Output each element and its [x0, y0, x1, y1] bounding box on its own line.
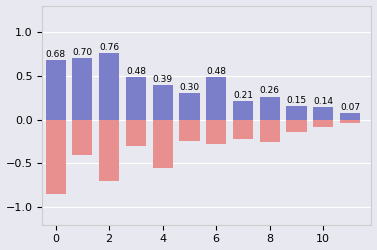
Bar [126, 78, 146, 120]
Bar [206, 120, 226, 144]
Bar [46, 60, 66, 120]
Bar [313, 120, 333, 128]
Bar [260, 120, 280, 142]
Bar [340, 114, 360, 119]
Bar [260, 97, 280, 120]
Bar [233, 101, 253, 119]
Bar [99, 53, 119, 120]
Text: 0.39: 0.39 [153, 75, 173, 84]
Text: 0.76: 0.76 [99, 42, 119, 51]
Bar [287, 106, 307, 120]
Text: 0.48: 0.48 [206, 67, 226, 76]
Bar [153, 85, 173, 119]
Bar [179, 120, 199, 142]
Text: 0.15: 0.15 [287, 96, 307, 105]
Text: 0.48: 0.48 [126, 67, 146, 76]
Text: 0.26: 0.26 [260, 86, 280, 96]
Text: 0.68: 0.68 [46, 50, 66, 58]
Bar [72, 58, 92, 120]
Text: 0.21: 0.21 [233, 91, 253, 100]
Text: 0.14: 0.14 [313, 97, 333, 106]
Bar [233, 120, 253, 139]
Bar [179, 93, 199, 120]
Bar [72, 120, 92, 154]
Bar [153, 120, 173, 168]
Bar [126, 120, 146, 146]
Bar [99, 120, 119, 181]
Bar [46, 120, 66, 194]
Bar [287, 120, 307, 132]
Text: 0.07: 0.07 [340, 103, 360, 112]
Text: 0.30: 0.30 [179, 83, 199, 92]
Bar [313, 107, 333, 120]
Text: 0.70: 0.70 [72, 48, 92, 57]
Bar [206, 78, 226, 120]
Bar [340, 120, 360, 123]
